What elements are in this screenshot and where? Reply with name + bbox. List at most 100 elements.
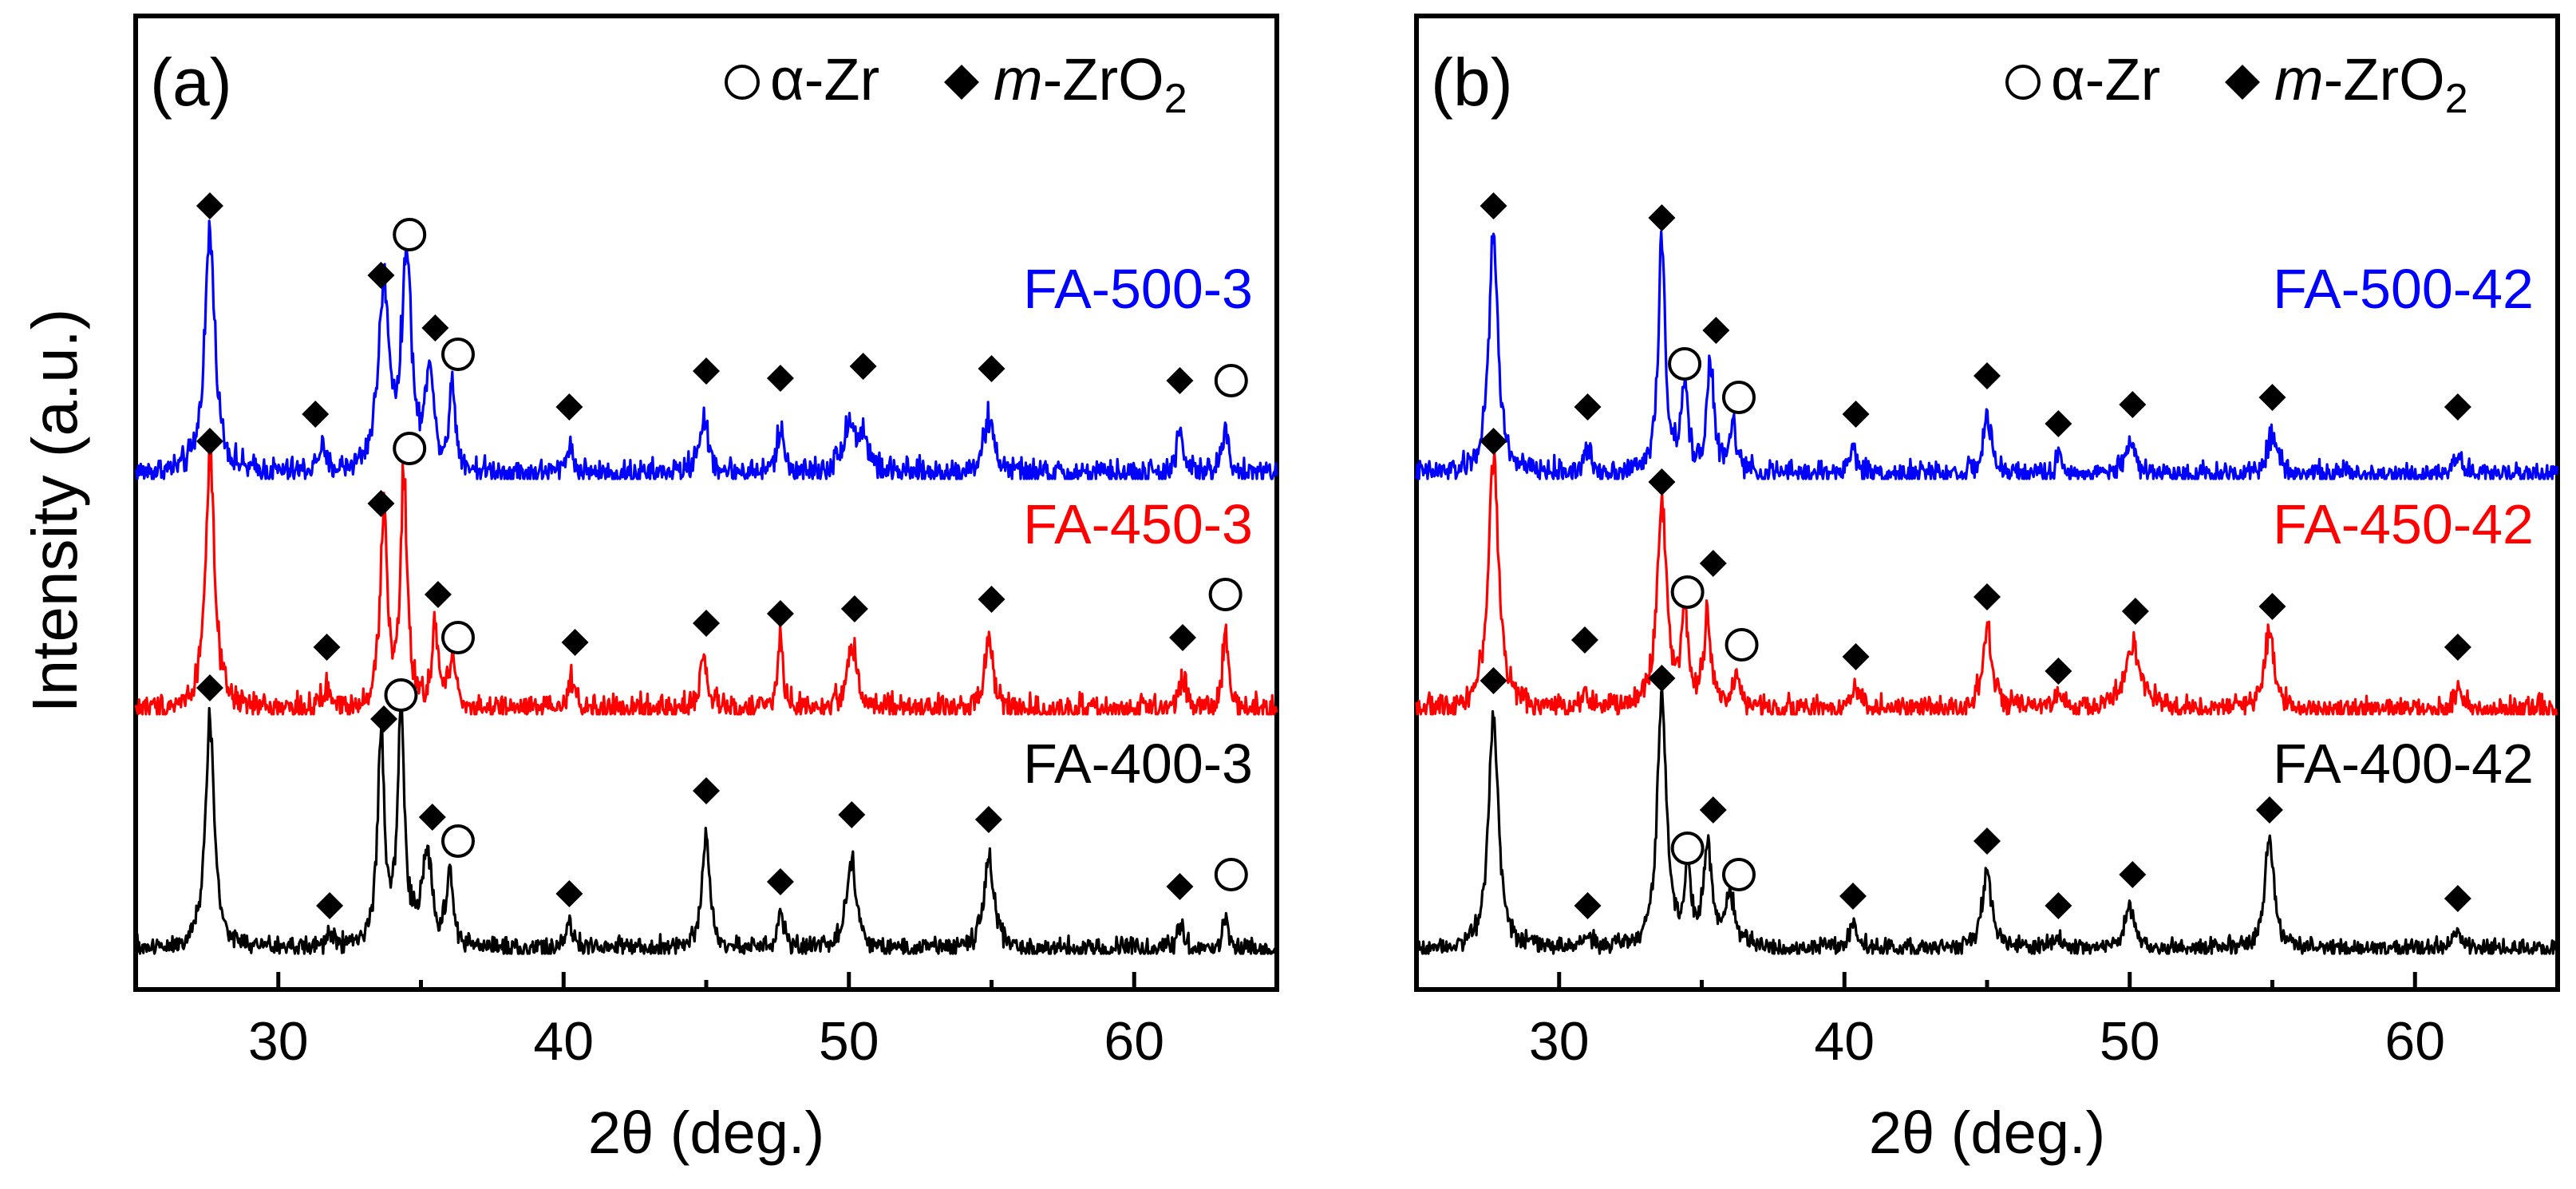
x-axis-label: 2θ (deg.) xyxy=(588,1100,824,1166)
m-zro2-marker xyxy=(1699,796,1727,824)
m-zro2-marker xyxy=(1480,192,1507,219)
legend-m-zro2-label: m-ZrO2 xyxy=(994,46,1187,122)
m-zro2-marker xyxy=(1480,428,1507,455)
legend-diamond-marker xyxy=(2225,65,2260,100)
alpha-zr-marker xyxy=(1670,832,1705,865)
series-label-fa-500-3: FA-500-3 xyxy=(1023,258,1253,320)
panel-label: (b) xyxy=(1431,45,1513,120)
m-zro2-marker xyxy=(555,393,583,421)
legend-alpha-zr-label: α-Zr xyxy=(2051,46,2160,113)
m-zro2-marker xyxy=(418,804,446,831)
legend: α-Zr m-ZrO2 xyxy=(725,46,1187,122)
trace-fa-400-42 xyxy=(1415,689,2559,955)
m-zro2-marker xyxy=(2119,861,2147,888)
m-zro2-marker xyxy=(370,705,398,733)
m-zro2-marker xyxy=(2121,598,2149,625)
m-zro2-marker xyxy=(1574,892,1602,919)
m-zro2-marker xyxy=(1702,317,1730,344)
x-tick-label: 60 xyxy=(2384,1011,2445,1072)
m-zro2-marker xyxy=(1169,624,1197,651)
m-zro2-marker xyxy=(196,674,223,701)
m-zro2-marker xyxy=(1842,643,1870,670)
m-zro2-marker xyxy=(424,581,452,608)
trace-fa-500-42 xyxy=(1415,230,2559,480)
trace-fa-450-42 xyxy=(1415,450,2558,716)
alpha-zr-marker xyxy=(393,218,427,251)
series-label-fa-500-42: FA-500-42 xyxy=(2273,258,2534,320)
alpha-zr-marker xyxy=(441,338,475,371)
m-zro2-marker xyxy=(196,428,223,455)
m-zro2-marker xyxy=(1648,468,1676,496)
alpha-zr-marker xyxy=(1208,578,1243,611)
m-zro2-marker xyxy=(1699,550,1727,577)
m-zro2-marker xyxy=(2444,885,2471,912)
m-zro2-marker xyxy=(2444,393,2471,421)
m-zro2-marker xyxy=(693,357,720,385)
m-zro2-marker xyxy=(2444,634,2471,661)
m-zro2-marker xyxy=(2045,892,2072,919)
m-zro2-marker xyxy=(766,600,794,627)
alpha-zr-marker xyxy=(384,678,418,712)
alpha-zr-marker xyxy=(441,621,475,654)
x-tick-label: 40 xyxy=(1814,1011,1875,1072)
m-zro2-marker xyxy=(1973,583,2001,610)
m-zro2-marker xyxy=(313,634,341,661)
m-zro2-marker xyxy=(849,353,877,380)
m-zro2-marker xyxy=(367,490,395,517)
alpha-zr-marker xyxy=(1725,628,1759,662)
x-tick-label: 30 xyxy=(248,1011,309,1072)
alpha-zr-marker xyxy=(393,432,427,465)
legend-circle-marker xyxy=(2005,65,2041,100)
m-zro2-marker xyxy=(367,262,395,289)
trace-fa-400-3 xyxy=(134,695,1278,955)
x-tick-label: 50 xyxy=(2100,1011,2160,1072)
m-zro2-marker xyxy=(974,806,1002,833)
alpha-zr-marker xyxy=(1668,347,1702,381)
m-zro2-marker xyxy=(840,595,868,622)
series-label-fa-450-3: FA-450-3 xyxy=(1023,493,1253,555)
trace-fa-500-3 xyxy=(134,219,1278,480)
series-label-fa-400-42: FA-400-42 xyxy=(2273,733,2534,795)
series-label-fa-450-42: FA-450-42 xyxy=(2273,493,2534,555)
panel-a: 30 40 50 60 2θ (deg.) (a) α-Zr m-ZrO2 FA-500-3 FA… xyxy=(133,14,1279,1166)
m-zro2-marker xyxy=(1973,828,2001,855)
m-zro2-marker xyxy=(2045,658,2072,685)
m-zro2-marker xyxy=(978,355,1006,382)
m-zro2-marker xyxy=(196,192,223,219)
alpha-zr-marker xyxy=(1670,575,1705,609)
y-axis-label: Intensity (a.u.) xyxy=(19,309,90,713)
m-zro2-marker xyxy=(1973,362,2001,389)
x-axis-label: 2θ (deg.) xyxy=(1869,1100,2105,1166)
m-zro2-marker xyxy=(2119,391,2147,418)
m-zro2-marker xyxy=(1648,665,1676,692)
alpha-zr-marker xyxy=(1721,381,1756,414)
m-zro2-marker xyxy=(302,401,330,428)
x-tick-label: 60 xyxy=(1104,1011,1164,1072)
m-zro2-marker xyxy=(2258,593,2286,620)
m-zro2-marker xyxy=(421,314,449,342)
m-zro2-marker xyxy=(766,868,794,895)
legend: α-Zr m-ZrO2 xyxy=(2005,46,2468,122)
legend-alpha-zr-label: α-Zr xyxy=(770,46,879,113)
panel-label: (a) xyxy=(150,45,232,120)
legend-circle-marker xyxy=(725,65,760,100)
m-zro2-marker xyxy=(838,801,866,828)
m-zro2-marker xyxy=(1574,393,1602,421)
m-zro2-marker xyxy=(316,892,344,919)
m-zro2-marker xyxy=(766,365,794,392)
legend-diamond-marker xyxy=(944,65,979,100)
m-zro2-marker xyxy=(1166,873,1194,900)
x-tick-label: 50 xyxy=(819,1011,879,1072)
legend-m-zro2-label: m-ZrO2 xyxy=(2274,46,2468,122)
m-zro2-marker xyxy=(1166,367,1194,394)
panel-b: 30 40 50 60 2θ (deg.) (b) α-Zr m-ZrO2 FA-500-42 F… xyxy=(1414,14,2560,1166)
x-tick-label: 30 xyxy=(1529,1011,1590,1072)
series-label-fa-400-3: FA-400-3 xyxy=(1023,733,1253,795)
alpha-zr-marker xyxy=(1721,858,1756,891)
x-tick-label: 40 xyxy=(533,1011,594,1072)
m-zro2-marker xyxy=(2258,384,2286,411)
alpha-zr-marker xyxy=(1214,364,1248,397)
m-zro2-marker xyxy=(693,610,720,637)
alpha-zr-marker xyxy=(441,824,475,858)
